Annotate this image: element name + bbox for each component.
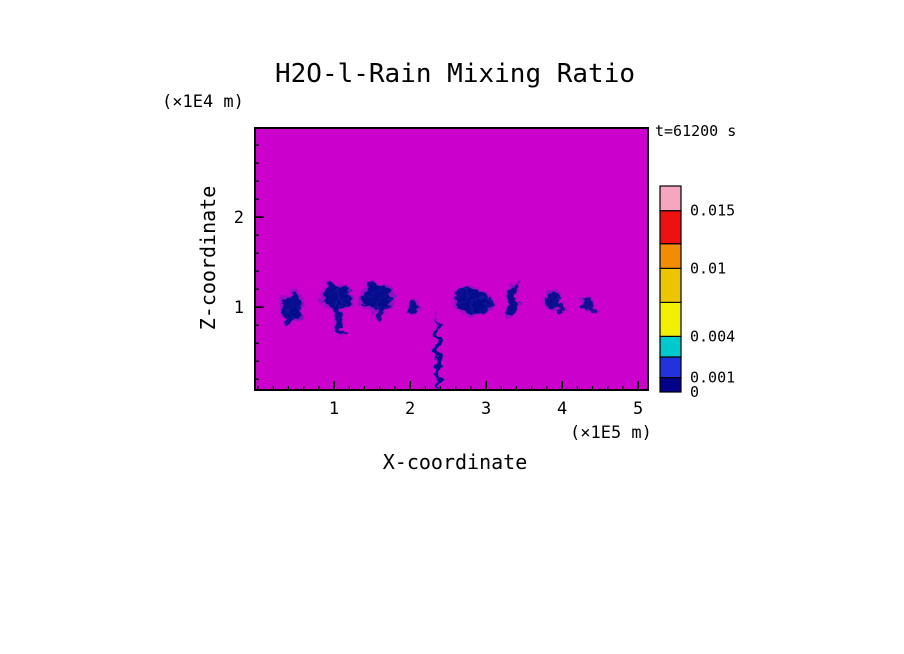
rain-cell (510, 282, 519, 294)
z-axis-unit-label: (×1E4 m) (162, 92, 244, 112)
chart-title: H2O-l-Rain Mixing Ratio (274, 59, 636, 89)
x-axis-title: X-coordinate (382, 450, 528, 474)
z-tick-label: 2 (234, 208, 244, 228)
colorbar-segment (659, 301, 682, 337)
z-tick-label: 1 (234, 298, 244, 318)
x-axis-unit-label: (×1E5 m) (570, 423, 652, 443)
x-tick-label: 2 (405, 399, 415, 419)
x-tick-label: 3 (481, 399, 491, 419)
colorbar-label: 0.001 (690, 369, 735, 387)
time-annotation: t=61200 s (655, 122, 737, 140)
colorbar-label: 0.01 (690, 259, 726, 277)
rain-cell (336, 321, 343, 336)
rain-cell (555, 299, 565, 311)
rain-cell (454, 288, 468, 301)
colorbar-label: 0.004 (690, 327, 735, 345)
plot-frame (254, 127, 649, 391)
rain-cell (292, 306, 302, 319)
rain-cell (338, 286, 350, 298)
rain-cell (283, 310, 294, 326)
rain-cell (408, 299, 420, 315)
x-tick-label: 4 (557, 399, 567, 419)
colorbar-segment (659, 267, 682, 303)
colorbar-label: 0.015 (690, 202, 735, 220)
rain-cell (375, 308, 383, 321)
colorbar-segment (659, 243, 682, 269)
x-tick-label: 1 (329, 399, 339, 419)
plot-background (255, 128, 648, 390)
rain-field (280, 280, 597, 390)
colorbar-segment (659, 376, 682, 393)
colorbar-segment (659, 185, 682, 212)
rain-cell (365, 282, 377, 294)
x-tick-label: 5 (633, 399, 643, 419)
colorbar-segment (659, 335, 682, 358)
rain-cell (325, 281, 337, 293)
z-axis-title: Z-coordinate (196, 185, 220, 331)
rain-cell (589, 302, 596, 312)
colorbar-label: 0 (690, 383, 699, 401)
colorbar-segment (659, 356, 682, 379)
rain-cell (435, 319, 441, 390)
rain-cell (485, 296, 495, 308)
colorbar-segment (659, 210, 682, 245)
